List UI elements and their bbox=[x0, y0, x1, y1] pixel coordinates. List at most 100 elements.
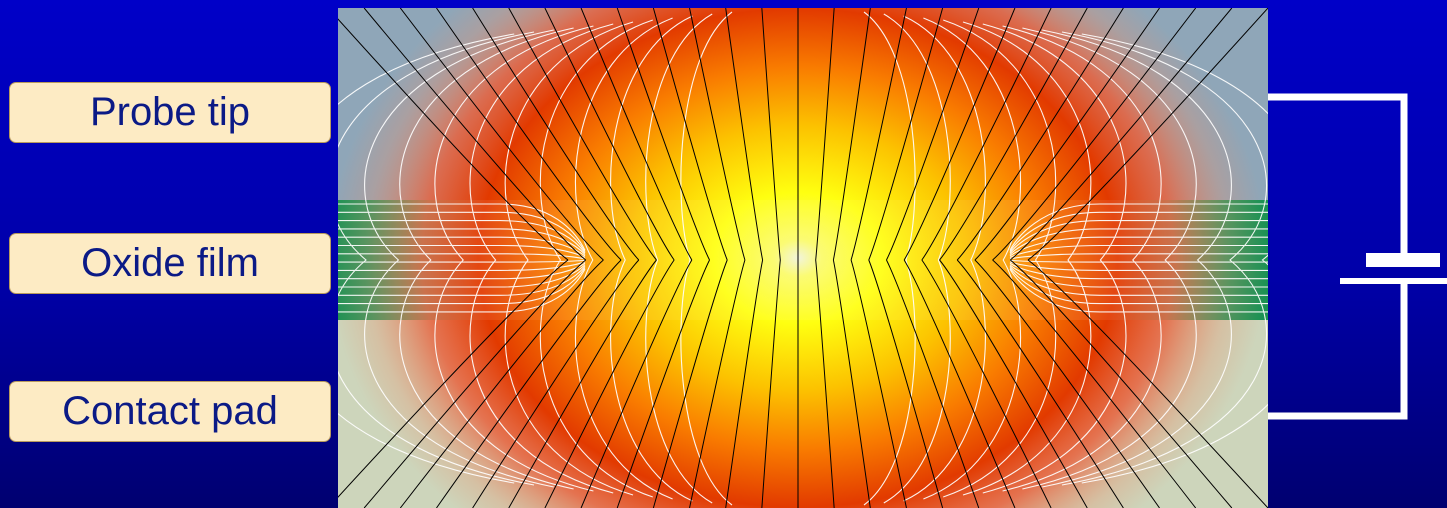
equipotential-line bbox=[580, 8, 693, 261]
probe-tip-label: Probe tip bbox=[9, 82, 331, 143]
equipotential-line bbox=[399, 8, 604, 261]
equipotential-line bbox=[363, 259, 587, 508]
equipotential-lines bbox=[338, 8, 1268, 508]
equipotential-line bbox=[974, 8, 1160, 261]
film-current-line bbox=[338, 211, 586, 252]
film-current-line bbox=[338, 220, 586, 254]
current-line bbox=[434, 25, 594, 492]
equipotential-line bbox=[956, 8, 1124, 261]
current-line bbox=[610, 15, 693, 502]
equipotential-line bbox=[544, 8, 675, 261]
equipotential-line bbox=[544, 259, 675, 508]
current-line bbox=[863, 11, 916, 506]
equipotential-line bbox=[652, 8, 728, 261]
equipotential-line bbox=[850, 259, 907, 508]
equipotential-line bbox=[689, 259, 746, 508]
film-current-line bbox=[338, 267, 586, 305]
current-line bbox=[883, 13, 951, 504]
equipotential-line bbox=[903, 259, 1016, 508]
current-line bbox=[982, 23, 1127, 494]
current-line bbox=[469, 23, 614, 494]
film-current-line bbox=[338, 259, 586, 263]
film-current-line bbox=[338, 265, 586, 296]
equipotential-line bbox=[992, 259, 1197, 508]
cross-section-plot bbox=[338, 8, 1268, 508]
current-flow-lines bbox=[338, 11, 1268, 506]
film-current-line bbox=[338, 264, 586, 288]
equipotential-line bbox=[363, 8, 587, 261]
film-current-line bbox=[1009, 265, 1268, 296]
equipotential-line bbox=[761, 259, 781, 508]
film-current-line bbox=[1009, 262, 1268, 280]
film-current-line bbox=[1009, 244, 1268, 258]
current-line bbox=[1042, 29, 1232, 488]
film-current-line bbox=[1009, 268, 1268, 313]
current-line bbox=[1081, 33, 1268, 484]
film-current-line bbox=[338, 236, 586, 257]
equipotential-line bbox=[832, 259, 871, 508]
equipotential-line bbox=[886, 259, 980, 508]
current-line bbox=[338, 33, 515, 484]
equipotential-line bbox=[992, 8, 1197, 261]
equipotential-line bbox=[338, 259, 569, 498]
equipotential-line bbox=[815, 8, 835, 261]
oxide-film-label: Oxide film bbox=[9, 233, 331, 294]
equipotential-line bbox=[472, 8, 640, 261]
equipotential-line bbox=[868, 8, 944, 261]
film-current-line bbox=[1009, 211, 1268, 252]
equipotential-line bbox=[850, 8, 907, 261]
equipotential-line bbox=[436, 259, 622, 508]
film-current-line bbox=[1009, 228, 1268, 255]
current-line bbox=[539, 19, 653, 498]
film-current-line bbox=[338, 268, 586, 313]
film-current-line bbox=[338, 262, 586, 280]
equipotential-line bbox=[508, 8, 657, 261]
equipotential-line bbox=[761, 8, 781, 261]
battery-positive-plate bbox=[1366, 253, 1440, 267]
equipotential-line bbox=[903, 8, 1016, 261]
equipotential-line bbox=[886, 8, 980, 261]
equipotential-line bbox=[436, 8, 622, 261]
film-current-line bbox=[1009, 261, 1268, 271]
equipotential-line bbox=[815, 259, 835, 508]
film-current-line bbox=[338, 253, 586, 260]
current-line bbox=[943, 19, 1057, 498]
equipotential-line bbox=[338, 18, 569, 261]
current-line bbox=[504, 21, 634, 496]
current-line bbox=[1002, 25, 1162, 492]
circuit-wire-bottom bbox=[1268, 282, 1408, 420]
current-line bbox=[574, 17, 673, 500]
current-line bbox=[680, 11, 733, 506]
current-line bbox=[338, 31, 535, 486]
current-line bbox=[645, 13, 713, 504]
battery-negative-plate bbox=[1340, 278, 1447, 284]
equipotential-line bbox=[580, 259, 693, 508]
current-line bbox=[903, 15, 986, 502]
equipotential-line bbox=[399, 259, 604, 508]
circuit bbox=[1268, 93, 1447, 420]
heat-field bbox=[338, 8, 1268, 508]
film-current-line bbox=[338, 203, 586, 251]
oxide-film-tint bbox=[338, 200, 1268, 320]
equipotential-line bbox=[689, 8, 746, 261]
equipotential-line bbox=[508, 259, 657, 508]
film-current-line bbox=[338, 228, 586, 255]
equipotential-line bbox=[472, 259, 640, 508]
film-current-line bbox=[1009, 203, 1268, 251]
current-line bbox=[399, 27, 574, 490]
current-line bbox=[923, 17, 1022, 500]
contact-pad-label: Contact pad bbox=[9, 381, 331, 442]
equipotential-line bbox=[1027, 259, 1268, 508]
equipotential-line bbox=[832, 8, 871, 261]
equipotential-line bbox=[725, 8, 764, 261]
equipotential-line bbox=[725, 259, 764, 508]
equipotential-line bbox=[1009, 259, 1233, 508]
equipotential-line bbox=[616, 8, 710, 261]
equipotential-line bbox=[652, 259, 728, 508]
equipotential-line bbox=[616, 259, 710, 508]
equipotential-line bbox=[1027, 8, 1268, 261]
film-current-line bbox=[1009, 264, 1268, 288]
film-current-line bbox=[1009, 267, 1268, 305]
current-line bbox=[1022, 27, 1197, 490]
